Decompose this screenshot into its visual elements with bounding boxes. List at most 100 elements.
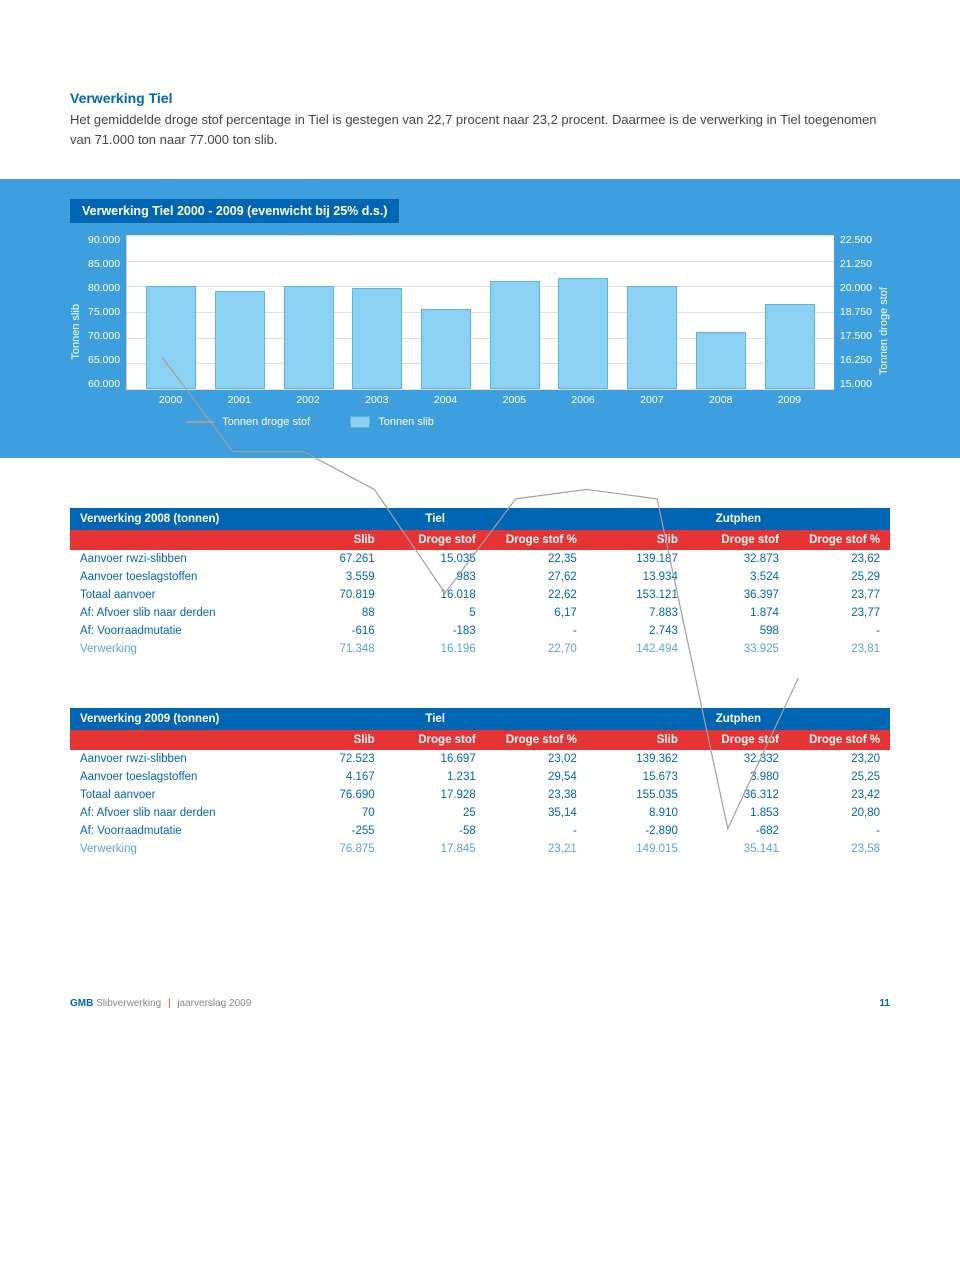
table-column-header: Droge stof %: [486, 730, 587, 750]
table-column-header: Droge stof: [688, 530, 789, 550]
bar: [215, 291, 265, 389]
table-cell: 23,58: [789, 840, 890, 858]
y-tick-right: 16.250: [840, 355, 872, 366]
legend-line-item: Tonnen droge stof: [186, 416, 310, 428]
table-row: Verwerking76.87517.84523,21149.01535.141…: [70, 840, 890, 858]
table-cell: 23,77: [789, 604, 890, 622]
table-column-header: Droge stof: [385, 730, 486, 750]
table-cell: 23,77: [789, 586, 890, 604]
table-cell: 7.883: [587, 604, 688, 622]
table-cell: 1.231: [385, 768, 486, 786]
table-cell: 76.690: [284, 786, 385, 804]
row-label: Aanvoer toeslagstoffen: [70, 768, 284, 786]
table-column-header: Droge stof %: [486, 530, 587, 550]
table-cell: 16.196: [385, 640, 486, 658]
page-footer: GMB Slibverwerking | jaarverslag 2009 11: [70, 998, 890, 1009]
table-cell: 67.261: [284, 550, 385, 568]
table-cell: 70.819: [284, 586, 385, 604]
table-cell: 23,02: [486, 750, 587, 768]
table-cell: 15.673: [587, 768, 688, 786]
table-cell: 25,25: [789, 768, 890, 786]
y-tick-right: 20.000: [840, 283, 872, 294]
table-cell: 598: [688, 622, 789, 640]
table-group-header: Zutphen: [587, 708, 890, 730]
table-cell: 15.035: [385, 550, 486, 568]
chart-band: Verwerking Tiel 2000 - 2009 (evenwicht b…: [0, 179, 960, 458]
row-label: Verwerking: [70, 640, 284, 658]
y-tick-left: 70.000: [88, 331, 120, 342]
table-cell: 32.332: [688, 750, 789, 768]
table-cell: 2.743: [587, 622, 688, 640]
table-cell: 72.523: [284, 750, 385, 768]
section-title: Verwerking Tiel: [70, 90, 890, 106]
table-cell: 22,62: [486, 586, 587, 604]
chart-plot: [126, 235, 834, 390]
bar: [490, 281, 540, 390]
y-ticks-left: 90.00085.00080.00075.00070.00065.00060.0…: [82, 235, 126, 410]
table-cell: 16.697: [385, 750, 486, 768]
table-cell: 1.853: [688, 804, 789, 822]
table-cell: 1.874: [688, 604, 789, 622]
legend-line-label: Tonnen droge stof: [222, 416, 310, 428]
bar: [558, 278, 608, 389]
table-cell: 3.980: [688, 768, 789, 786]
table-cell: -: [789, 822, 890, 840]
legend-bar-label: Tonnen slib: [378, 416, 434, 428]
table-row: Totaal aanvoer70.81916.01822,62153.12136…: [70, 586, 890, 604]
footer-product: Slibverwerking: [96, 998, 161, 1009]
y-tick-left: 85.000: [88, 259, 120, 270]
table-cell: 76.875: [284, 840, 385, 858]
table-cell: 149.015: [587, 840, 688, 858]
bar: [146, 286, 196, 389]
x-tick: 2004: [421, 394, 471, 406]
x-tick: 2003: [352, 394, 402, 406]
footer-separator: |: [168, 998, 171, 1009]
table-cell: 35.141: [688, 840, 789, 858]
table-column-header: Slib: [284, 530, 385, 550]
y-tick-right: 17.500: [840, 331, 872, 342]
table-column-header: Droge stof: [688, 730, 789, 750]
table-cell: 33.925: [688, 640, 789, 658]
legend-line-swatch: [186, 421, 214, 423]
table-cell: 23,62: [789, 550, 890, 568]
table-row: Af: Voorraadmutatie-616-183-2.743598-: [70, 622, 890, 640]
table-cell: 32.873: [688, 550, 789, 568]
table-column-header: Slib: [587, 530, 688, 550]
table-cell: 25: [385, 804, 486, 822]
data-table: Verwerking 2009 (tonnen)TielZutphenSlibD…: [70, 708, 890, 858]
table-cell: 23,42: [789, 786, 890, 804]
x-tick: 2000: [146, 394, 196, 406]
row-label: Aanvoer rwzi-slibben: [70, 550, 284, 568]
row-label: Aanvoer toeslagstoffen: [70, 568, 284, 586]
table-cell: 88: [284, 604, 385, 622]
table-cell: -58: [385, 822, 486, 840]
table-row: Verwerking71.34816.19622,70142.49433.925…: [70, 640, 890, 658]
table-group-header: Tiel: [284, 508, 587, 530]
table-cell: 5: [385, 604, 486, 622]
row-label: Af: Afvoer slib naar derden: [70, 604, 284, 622]
table-column-header: [70, 730, 284, 750]
chart-legend: Tonnen droge stof Tonnen slib: [126, 416, 834, 428]
table-cell: 36.397: [688, 586, 789, 604]
table-cell: 70: [284, 804, 385, 822]
x-tick: 2009: [764, 394, 814, 406]
row-label: Af: Voorraadmutatie: [70, 822, 284, 840]
row-label: Aanvoer rwzi-slibben: [70, 750, 284, 768]
table-cell: 139.187: [587, 550, 688, 568]
table-cell: 6,17: [486, 604, 587, 622]
row-label: Totaal aanvoer: [70, 586, 284, 604]
bar: [352, 288, 402, 389]
table-cell: 29,54: [486, 768, 587, 786]
table-cell: 71.348: [284, 640, 385, 658]
y-axis-right-label: Tonnen droge stof: [878, 235, 890, 428]
table-row: Totaal aanvoer76.69017.92823,38155.03536…: [70, 786, 890, 804]
table-cell: -616: [284, 622, 385, 640]
table-row: Af: Afvoer slib naar derden8856,177.8831…: [70, 604, 890, 622]
y-tick-left: 75.000: [88, 307, 120, 318]
table-cell: 22,35: [486, 550, 587, 568]
table-column-header: Droge stof %: [789, 530, 890, 550]
table-cell: 35,14: [486, 804, 587, 822]
row-label: Totaal aanvoer: [70, 786, 284, 804]
x-tick: 2005: [489, 394, 539, 406]
table-cell: -2.890: [587, 822, 688, 840]
